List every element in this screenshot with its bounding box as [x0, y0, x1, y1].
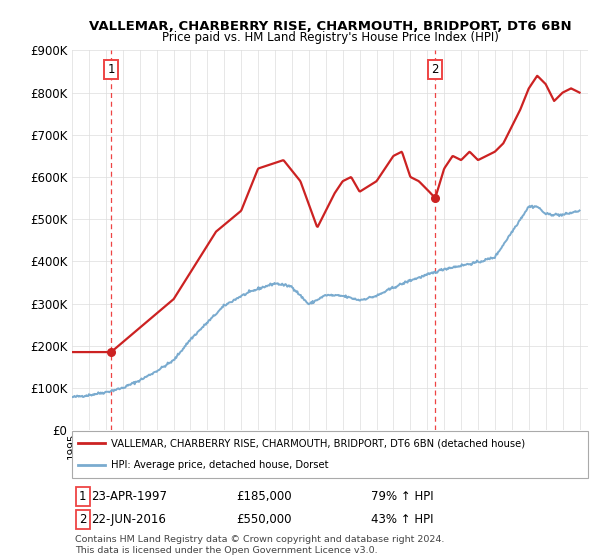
Text: 43% ↑ HPI: 43% ↑ HPI [371, 513, 433, 526]
Text: 22-JUN-2016: 22-JUN-2016 [92, 513, 166, 526]
Text: 1: 1 [79, 489, 86, 503]
Text: Contains HM Land Registry data © Crown copyright and database right 2024.
This d: Contains HM Land Registry data © Crown c… [75, 535, 445, 555]
Text: 2: 2 [79, 513, 86, 526]
Text: Price paid vs. HM Land Registry's House Price Index (HPI): Price paid vs. HM Land Registry's House … [161, 31, 499, 44]
Text: VALLEMAR, CHARBERRY RISE, CHARMOUTH, BRIDPORT, DT6 6BN: VALLEMAR, CHARBERRY RISE, CHARMOUTH, BRI… [89, 20, 571, 32]
Text: VALLEMAR, CHARBERRY RISE, CHARMOUTH, BRIDPORT, DT6 6BN (detached house): VALLEMAR, CHARBERRY RISE, CHARMOUTH, BRI… [111, 438, 525, 448]
Text: 2: 2 [431, 63, 439, 76]
Text: £185,000: £185,000 [236, 489, 292, 503]
Text: 1: 1 [107, 63, 115, 76]
Text: 23-APR-1997: 23-APR-1997 [91, 489, 167, 503]
Text: HPI: Average price, detached house, Dorset: HPI: Average price, detached house, Dors… [111, 460, 329, 470]
Text: 79% ↑ HPI: 79% ↑ HPI [371, 489, 433, 503]
Text: £550,000: £550,000 [236, 513, 292, 526]
